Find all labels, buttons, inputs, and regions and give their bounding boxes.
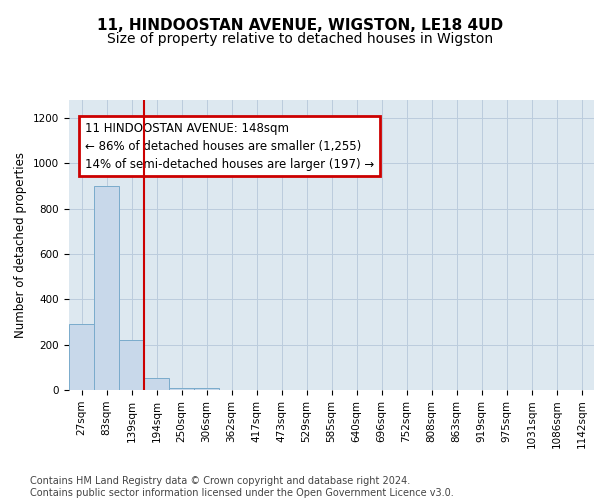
Bar [194, 388, 219, 390]
Bar [144, 378, 169, 390]
Bar [94, 186, 119, 390]
Text: 11, HINDOOSTAN AVENUE, WIGSTON, LE18 4UD: 11, HINDOOSTAN AVENUE, WIGSTON, LE18 4UD [97, 18, 503, 32]
Text: 11 HINDOOSTAN AVENUE: 148sqm
← 86% of detached houses are smaller (1,255)
14% of: 11 HINDOOSTAN AVENUE: 148sqm ← 86% of de… [85, 122, 374, 170]
Text: Size of property relative to detached houses in Wigston: Size of property relative to detached ho… [107, 32, 493, 46]
Bar [69, 324, 94, 390]
Bar [169, 388, 194, 390]
Y-axis label: Number of detached properties: Number of detached properties [14, 152, 28, 338]
Text: Contains HM Land Registry data © Crown copyright and database right 2024.
Contai: Contains HM Land Registry data © Crown c… [30, 476, 454, 498]
Bar [119, 340, 144, 390]
